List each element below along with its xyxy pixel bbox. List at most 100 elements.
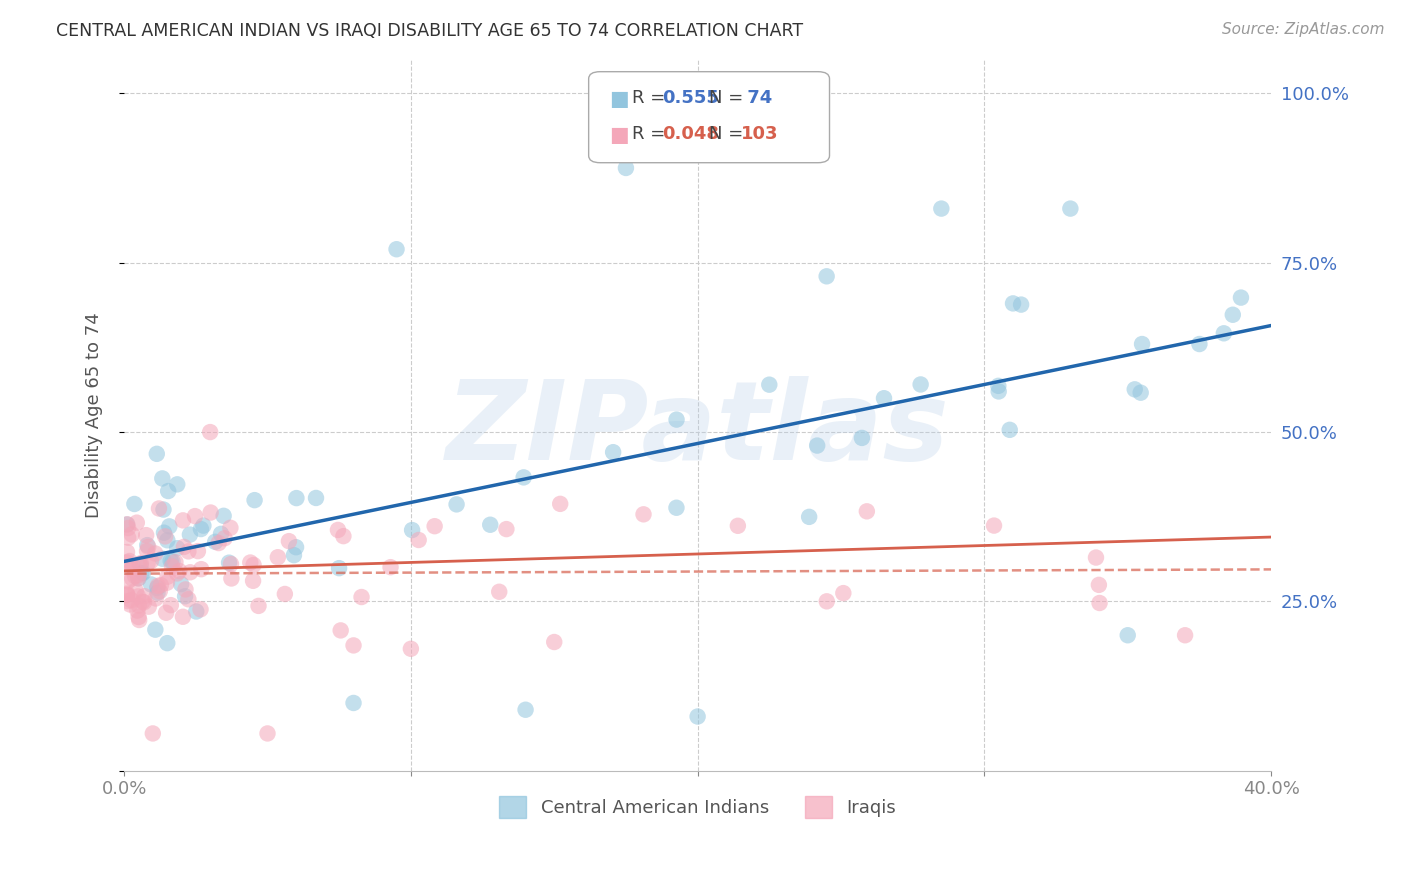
Point	[166, 541, 188, 556]
Point	[134, 589, 156, 603]
Point	[665, 500, 688, 515]
Point	[983, 518, 1005, 533]
Point	[815, 269, 838, 284]
Point	[159, 554, 181, 568]
Point	[332, 529, 354, 543]
Point	[1188, 337, 1211, 351]
Point	[212, 508, 235, 523]
Point	[152, 502, 174, 516]
Point	[242, 558, 264, 572]
Point	[121, 562, 143, 576]
Point	[515, 703, 537, 717]
Point	[856, 504, 879, 518]
Point	[190, 562, 212, 576]
Point	[124, 569, 146, 583]
Point	[136, 540, 159, 554]
Point	[799, 509, 821, 524]
Point	[138, 599, 160, 614]
Point	[401, 523, 423, 537]
Point	[329, 624, 352, 638]
Point	[665, 412, 688, 426]
Point	[177, 592, 200, 607]
Text: ■: ■	[609, 125, 628, 145]
Text: ZIPatlas: ZIPatlas	[446, 376, 949, 483]
Point	[149, 578, 172, 592]
Point	[136, 538, 159, 552]
Point	[184, 509, 207, 524]
Point	[117, 531, 139, 545]
Point	[1174, 628, 1197, 642]
Point	[190, 602, 212, 616]
Point	[115, 517, 138, 532]
Point	[128, 613, 150, 627]
Point	[127, 590, 149, 604]
Point	[148, 501, 170, 516]
Point	[157, 519, 180, 533]
Y-axis label: Disability Age 65 to 74: Disability Age 65 to 74	[86, 312, 103, 518]
Point	[115, 545, 138, 559]
FancyBboxPatch shape	[589, 71, 830, 162]
Text: 103: 103	[741, 125, 779, 143]
Point	[146, 581, 169, 595]
Point	[998, 423, 1021, 437]
Point	[328, 561, 350, 575]
Point	[1059, 202, 1081, 216]
Point	[512, 470, 534, 484]
Text: N =: N =	[709, 89, 749, 107]
Point	[256, 726, 278, 740]
Point	[285, 491, 308, 505]
Point	[219, 557, 242, 571]
Point	[117, 574, 139, 589]
Point	[931, 202, 953, 216]
Point	[117, 517, 139, 532]
Point	[153, 525, 176, 540]
Point	[1088, 596, 1111, 610]
Point	[186, 605, 208, 619]
Point	[342, 696, 364, 710]
Point	[385, 242, 408, 256]
Point	[124, 497, 146, 511]
Point	[117, 594, 139, 608]
Point	[172, 609, 194, 624]
Point	[125, 516, 148, 530]
Point	[277, 534, 299, 549]
Point	[115, 586, 138, 600]
Point	[115, 588, 138, 602]
Point	[209, 527, 232, 541]
Point	[165, 555, 187, 569]
Point	[495, 522, 517, 536]
Point	[239, 556, 262, 570]
Point	[193, 518, 215, 533]
Point	[166, 566, 188, 581]
Point	[200, 506, 222, 520]
Legend: Central American Indians, Iraqis: Central American Indians, Iraqis	[492, 789, 904, 826]
Point	[242, 574, 264, 588]
Point	[399, 641, 422, 656]
Point	[283, 548, 305, 562]
Point	[173, 540, 195, 554]
Text: Source: ZipAtlas.com: Source: ZipAtlas.com	[1222, 22, 1385, 37]
Point	[285, 540, 308, 554]
Point	[156, 575, 179, 590]
Point	[127, 571, 149, 585]
Point	[614, 161, 637, 175]
Point	[479, 517, 502, 532]
Point	[157, 483, 180, 498]
Point	[139, 554, 162, 568]
Point	[446, 497, 468, 511]
Point	[806, 439, 828, 453]
Point	[115, 556, 138, 570]
Point	[1222, 308, 1244, 322]
Point	[166, 477, 188, 491]
Point	[1123, 382, 1146, 396]
Point	[170, 577, 193, 591]
Point	[136, 557, 159, 571]
Point	[128, 610, 150, 624]
Point	[243, 493, 266, 508]
Point	[149, 584, 172, 599]
Point	[162, 554, 184, 568]
Point	[247, 599, 270, 613]
Text: 0.048: 0.048	[662, 125, 718, 143]
Point	[267, 550, 290, 565]
Point	[873, 391, 896, 405]
